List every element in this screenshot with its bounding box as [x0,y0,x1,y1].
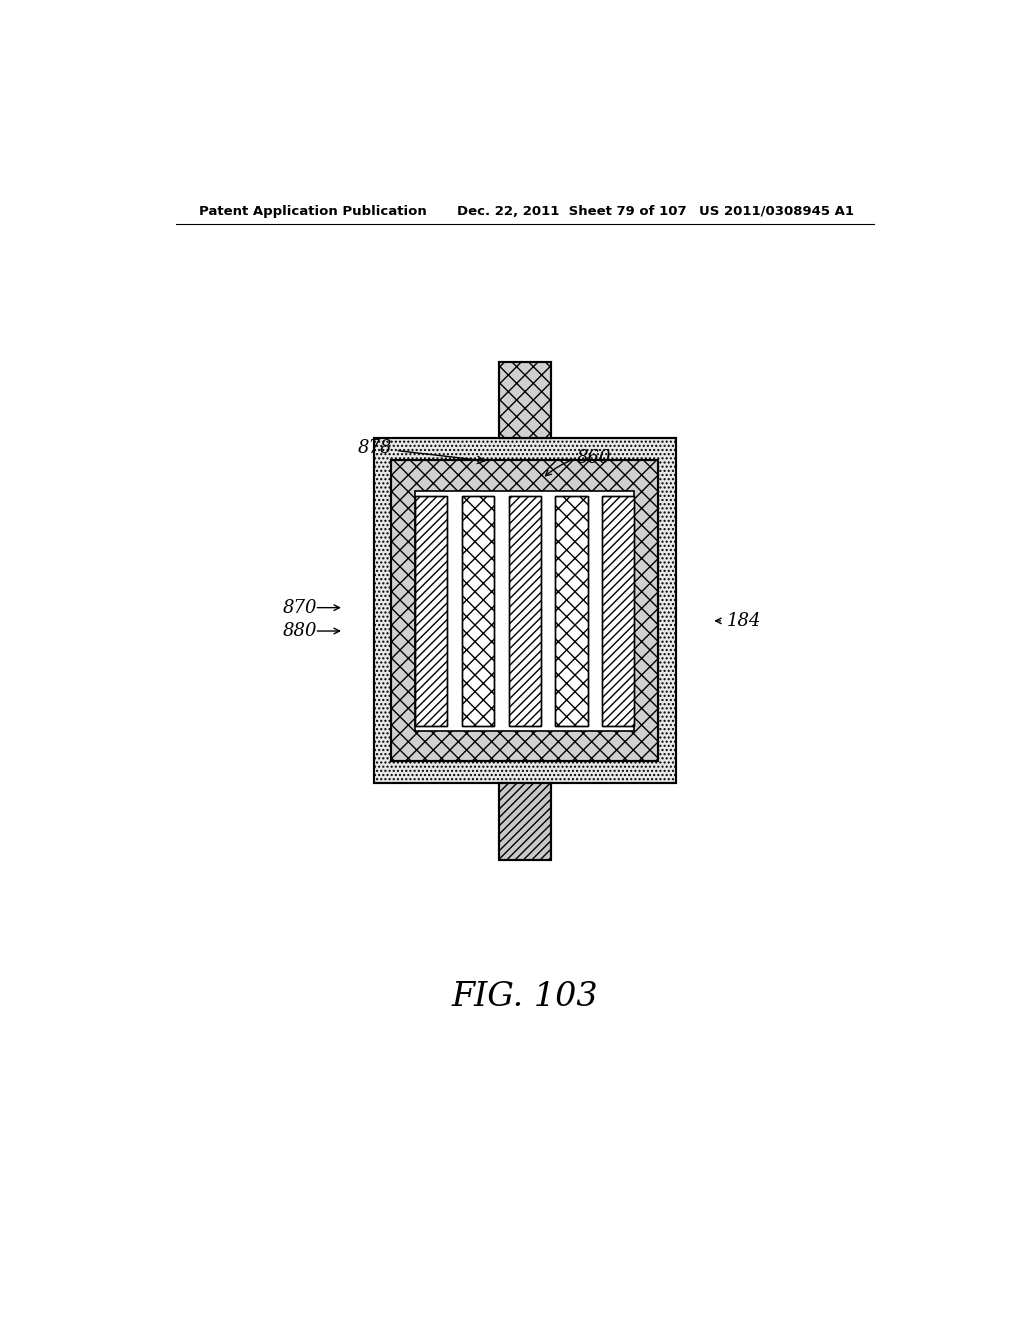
Text: 870: 870 [283,599,317,616]
Bar [602,496,634,726]
Bar [509,496,541,726]
Bar [391,461,658,762]
Text: 878: 878 [358,440,484,463]
Bar [499,784,551,859]
Text: FIG. 103: FIG. 103 [452,981,598,1012]
Bar [462,496,495,726]
Bar [374,438,676,784]
Bar [374,438,676,784]
Bar [555,496,588,726]
Text: Dec. 22, 2011  Sheet 79 of 107: Dec. 22, 2011 Sheet 79 of 107 [458,205,687,218]
Bar [509,496,541,726]
Text: 184: 184 [727,612,762,630]
Bar [416,496,447,726]
Text: 880: 880 [283,622,317,640]
Bar [499,784,551,859]
Bar [391,461,658,762]
Bar [416,491,634,731]
Text: 860: 860 [577,449,611,467]
Text: US 2011/0308945 A1: US 2011/0308945 A1 [699,205,854,218]
Bar [555,496,588,726]
Bar [499,362,551,438]
Bar [416,496,447,726]
Bar [462,496,495,726]
Text: Patent Application Publication: Patent Application Publication [200,205,427,218]
Bar [602,496,634,726]
Bar [499,362,551,438]
